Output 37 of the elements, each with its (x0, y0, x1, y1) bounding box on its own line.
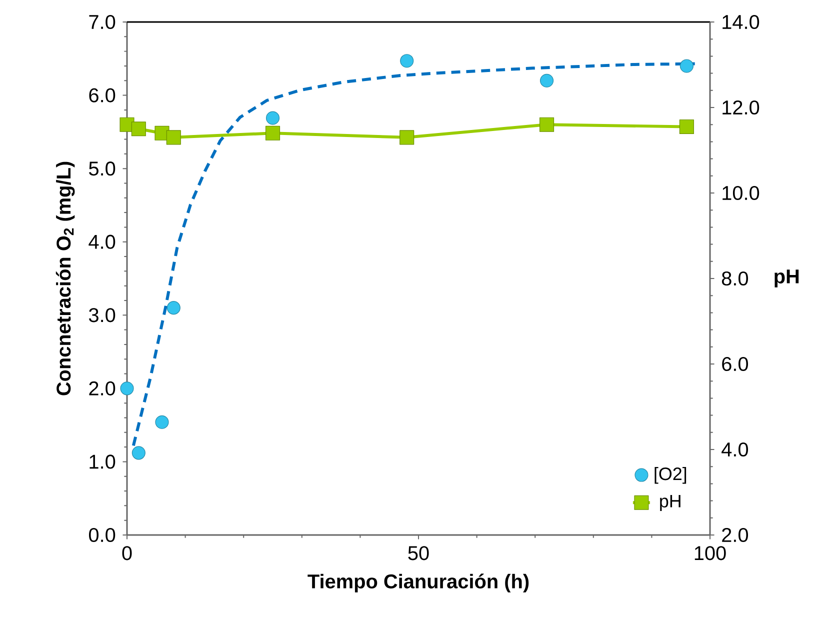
point (120, 382, 134, 396)
point (166, 301, 180, 315)
y2-tick-label: 12.0 (722, 100, 760, 115)
point (155, 415, 169, 429)
point (539, 117, 554, 132)
y2-tick-label: 8.0 (722, 271, 748, 286)
point (131, 122, 146, 136)
point (679, 119, 694, 134)
x-axis-title: Tiempo Cianuración (h) (308, 574, 529, 592)
y-tick-label: 0.0 (88, 528, 116, 542)
y-tick-label: 4.0 (88, 234, 116, 249)
y2-tick-label: 6.0 (722, 356, 748, 372)
point (540, 74, 554, 88)
x-tick-label: 0 (122, 546, 132, 560)
legend-label: [O2] (654, 467, 686, 484)
y-tick-label: 2.0 (89, 381, 116, 396)
point (680, 59, 694, 73)
y-tick-label: 3.0 (88, 308, 116, 322)
y2-tick-label: 10.0 (722, 186, 760, 200)
y2-axis-title: pH (774, 270, 799, 288)
point (400, 130, 414, 145)
y-tick-label: 1.0 (90, 454, 116, 469)
y-axis-title: Concnetración O$_{2}$ (mg/L) (56, 162, 75, 396)
y2-tick-label: 14.0 (722, 14, 760, 30)
point (132, 446, 146, 460)
y2-tick-label: 4.0 (722, 442, 748, 457)
y2-tick-label: 2.0 (722, 528, 748, 542)
point (266, 111, 280, 125)
y-tick-label: 7.0 (89, 14, 116, 30)
legend-label: pH (660, 494, 680, 512)
point (265, 126, 280, 140)
y-tick-label: 5.0 (89, 162, 116, 176)
point (166, 130, 181, 145)
x-tick-label: 100 (694, 546, 726, 560)
point (400, 54, 414, 68)
y-tick-label: 6.0 (89, 88, 116, 102)
x-tick-label: 50 (408, 546, 429, 560)
